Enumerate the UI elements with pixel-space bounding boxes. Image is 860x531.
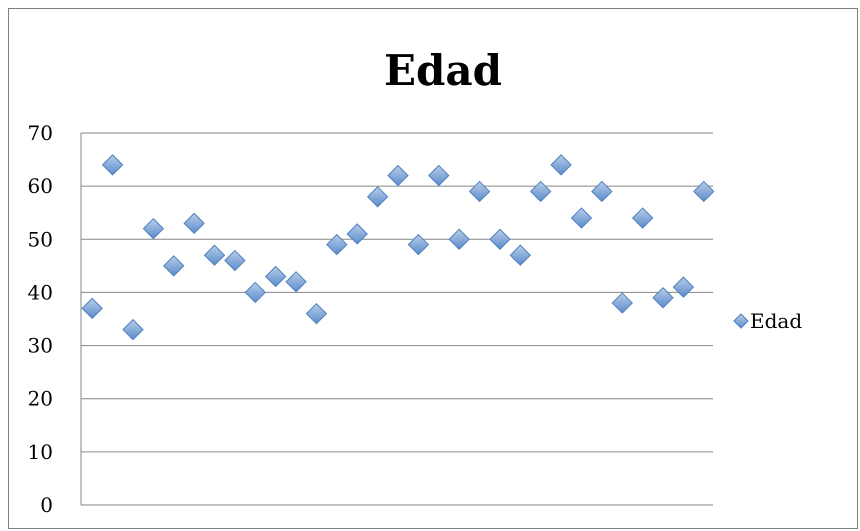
y-tick-label: 60 <box>28 174 53 198</box>
data-point <box>305 302 328 325</box>
data-point <box>631 207 654 229</box>
data-point <box>407 233 430 256</box>
scatter-chart: Edad 0 10 20 30 40 50 60 70 Edad <box>28 46 803 517</box>
data-point <box>693 180 715 203</box>
legend: Edad <box>733 309 802 333</box>
data-point <box>550 154 572 176</box>
data-point <box>122 318 144 341</box>
y-axis: 0 10 20 30 40 50 60 70 <box>28 121 82 517</box>
data-point <box>672 276 695 298</box>
data-point <box>652 287 674 309</box>
gridlines <box>81 132 713 506</box>
data-point <box>264 265 287 288</box>
data-point <box>183 212 205 235</box>
data-point <box>489 228 511 250</box>
data-point <box>428 164 450 187</box>
data-point <box>101 154 124 176</box>
data-point <box>509 244 532 266</box>
data-point <box>570 207 593 229</box>
data-point <box>326 233 348 256</box>
data-point <box>142 217 165 240</box>
y-tick-label: 70 <box>28 121 53 145</box>
y-tick-label: 10 <box>28 440 53 464</box>
y-tick-label: 0 <box>40 493 53 517</box>
y-tick-label: 40 <box>28 280 53 304</box>
data-point <box>530 180 552 203</box>
data-point <box>244 281 266 304</box>
data-point <box>611 292 633 314</box>
y-tick-label: 30 <box>28 334 53 358</box>
data-point <box>346 223 368 245</box>
legend-marker <box>733 313 749 329</box>
data-point <box>387 164 409 187</box>
data-point <box>285 271 307 293</box>
data-point <box>591 180 613 203</box>
data-point <box>224 249 246 272</box>
y-tick-label: 50 <box>28 227 53 251</box>
data-points <box>81 154 715 341</box>
y-tick-label: 20 <box>28 387 53 411</box>
chart-area: Edad 0 10 20 30 40 50 60 70 Edad <box>8 8 858 529</box>
legend-label: Edad <box>750 309 802 333</box>
chart-title: Edad <box>384 46 502 95</box>
data-point <box>468 180 491 203</box>
data-point <box>163 255 185 277</box>
data-point <box>203 244 226 266</box>
data-point <box>366 186 389 208</box>
data-point <box>448 228 470 250</box>
data-point <box>81 297 103 320</box>
